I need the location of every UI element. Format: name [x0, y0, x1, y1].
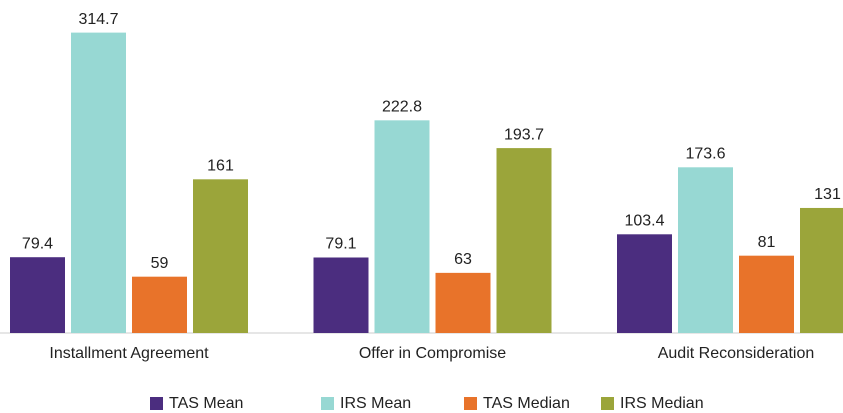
legend-swatch — [601, 397, 614, 410]
bar — [10, 257, 65, 333]
x-tick-label: Offer in Compromise — [359, 345, 506, 362]
bar — [71, 32, 126, 333]
bar — [374, 120, 430, 333]
value-label: 59 — [151, 255, 169, 272]
legend-swatch — [321, 397, 334, 410]
bar — [739, 255, 794, 333]
value-label: 314.7 — [78, 11, 118, 28]
bar — [678, 167, 733, 333]
value-label: 222.8 — [382, 99, 422, 116]
legend-label: IRS Mean — [340, 395, 411, 412]
legend-label: TAS Mean — [169, 395, 243, 412]
value-label: 161 — [207, 158, 234, 175]
value-label: 79.4 — [22, 235, 53, 252]
bar — [193, 179, 248, 333]
value-label: 173.6 — [685, 146, 725, 163]
value-label: 131 — [814, 186, 841, 203]
value-label: 79.1 — [325, 236, 356, 253]
legend-label: TAS Median — [483, 395, 570, 412]
value-label: 63 — [454, 251, 472, 268]
bar — [132, 276, 187, 333]
bar — [800, 207, 843, 333]
bar — [435, 272, 491, 333]
value-label: 193.7 — [504, 126, 544, 143]
value-label: 103.4 — [624, 213, 664, 230]
x-tick-label: Installment Agreement — [49, 345, 209, 362]
value-label: 81 — [758, 234, 776, 251]
bar — [496, 148, 552, 333]
x-tick-label: Audit Reconsideration — [658, 345, 815, 362]
legend-label: IRS Median — [620, 395, 704, 412]
bar — [617, 234, 672, 333]
legend-swatch — [464, 397, 477, 410]
bar — [313, 257, 369, 333]
legend-swatch — [150, 397, 163, 410]
